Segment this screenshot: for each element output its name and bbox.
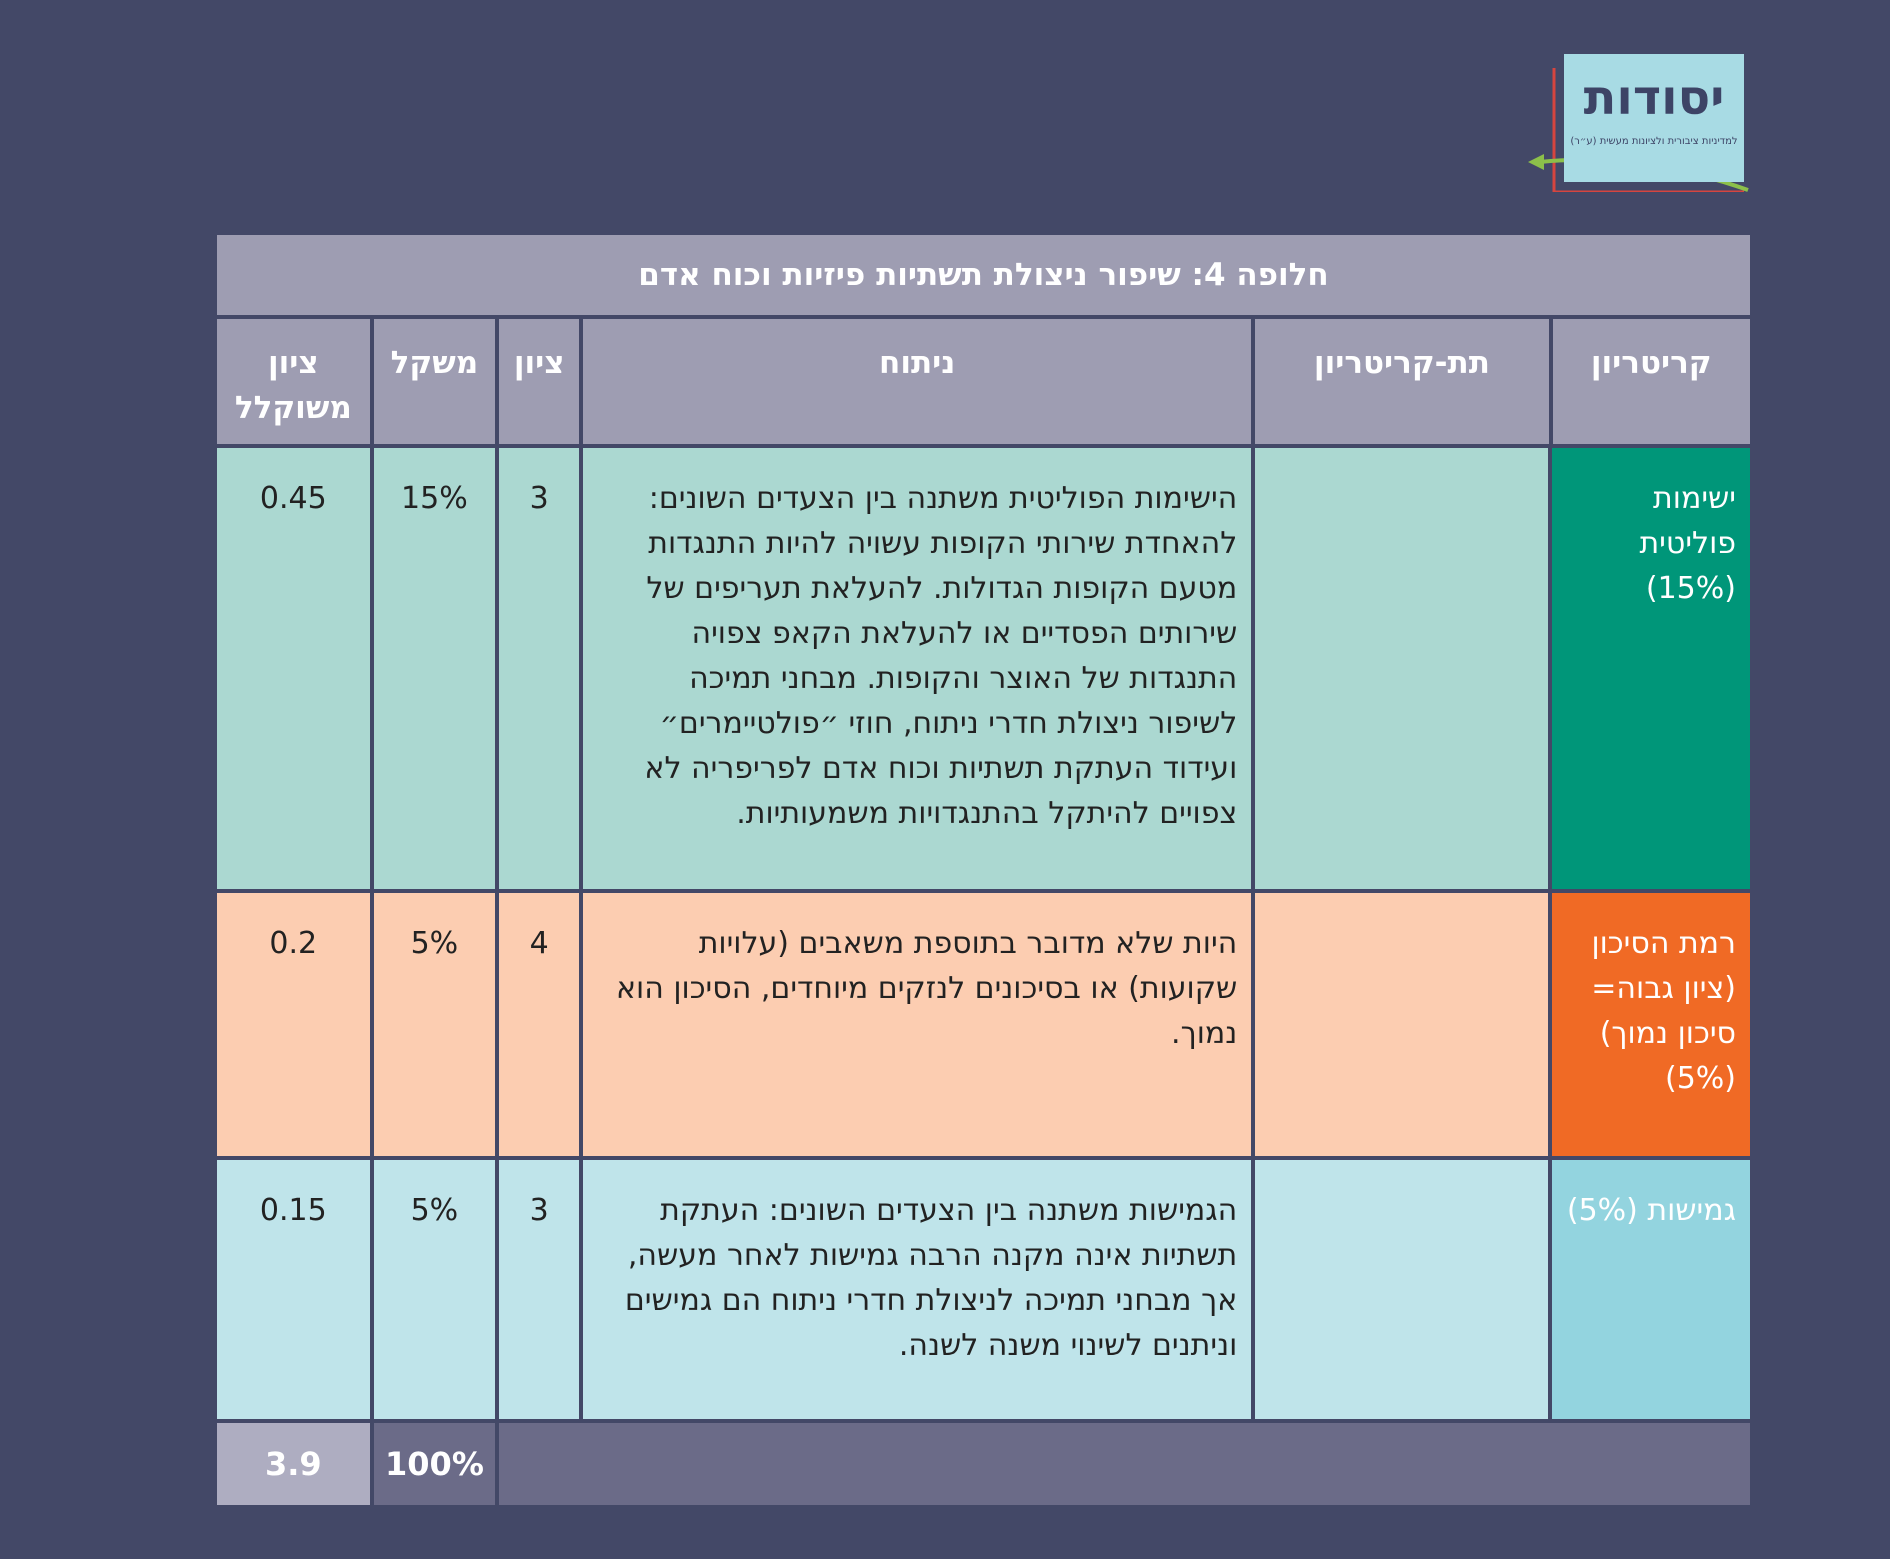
logo-name: יסודות	[1583, 70, 1725, 126]
table-row: גמישות (5%) הגמישות משתנה בין הצעדים השו…	[216, 1160, 1750, 1419]
weighted-score-cell: 0.2	[216, 893, 370, 1156]
analysis-cell: היות שלא מדובר בתוספת משאבים (עלויות שקו…	[583, 893, 1252, 1156]
score-cell: 4	[499, 893, 580, 1156]
total-weighted-score-cell: 3.9	[217, 1423, 370, 1505]
header-weighted-score: ציון משוקלל	[217, 319, 370, 444]
criterion-cell: רמת הסיכון (ציון גבוה= סיכון נמוך) (5%)	[1552, 893, 1750, 1156]
weight-cell: 15%	[373, 448, 496, 889]
header-weight: משקל	[373, 319, 496, 444]
evaluation-table: חלופה 4: שיפור ניצולת תשתיות פיזיות וכוח…	[216, 235, 1750, 1505]
score-cell: 3	[499, 448, 580, 889]
weight-cell: 5%	[373, 893, 496, 1156]
table-header-row: קריטריון תת-קריטריון ניתוח ציון משקל ציו…	[217, 319, 1750, 444]
sub-criterion-cell	[1255, 893, 1549, 1156]
sub-criterion-cell	[1255, 1160, 1549, 1419]
criterion-cell: ישימות פוליטית (15%)	[1552, 448, 1750, 889]
score-cell: 3	[499, 1160, 580, 1419]
table-total-row: 100% 3.9	[217, 1423, 1750, 1505]
weight-cell: 5%	[373, 1160, 496, 1419]
table-row: ישימות פוליטית (15%) הישימות הפוליטית מש…	[216, 448, 1750, 889]
organization-logo: יסודות למדיניות ציבורית ולציונות מעשית (…	[1520, 52, 1750, 192]
weighted-score-cell: 0.45	[216, 448, 370, 889]
total-row-spacer	[499, 1423, 1750, 1505]
total-weight-cell: 100%	[373, 1423, 496, 1505]
header-criterion: קריטריון	[1552, 319, 1750, 444]
sub-criterion-cell	[1255, 448, 1549, 889]
table-row: רמת הסיכון (ציון גבוה= סיכון נמוך) (5%) …	[216, 893, 1750, 1156]
weighted-score-cell: 0.15	[216, 1160, 370, 1419]
criterion-cell: גמישות (5%)	[1552, 1160, 1750, 1419]
analysis-cell: הגמישות משתנה בין הצעדים השונים: העתקת ת…	[583, 1160, 1252, 1419]
header-score: ציון	[499, 319, 580, 444]
table-title: חלופה 4: שיפור ניצולת תשתיות פיזיות וכוח…	[217, 235, 1750, 315]
logo-box	[1564, 54, 1744, 182]
header-analysis: ניתוח	[583, 319, 1252, 444]
logo-tagline: למדיניות ציבורית ולציונות מעשית (ע״ר)	[1570, 136, 1738, 147]
analysis-cell: הישימות הפוליטית משתנה בין הצעדים השונים…	[583, 448, 1252, 889]
header-sub-criterion: תת-קריטריון	[1255, 319, 1549, 444]
